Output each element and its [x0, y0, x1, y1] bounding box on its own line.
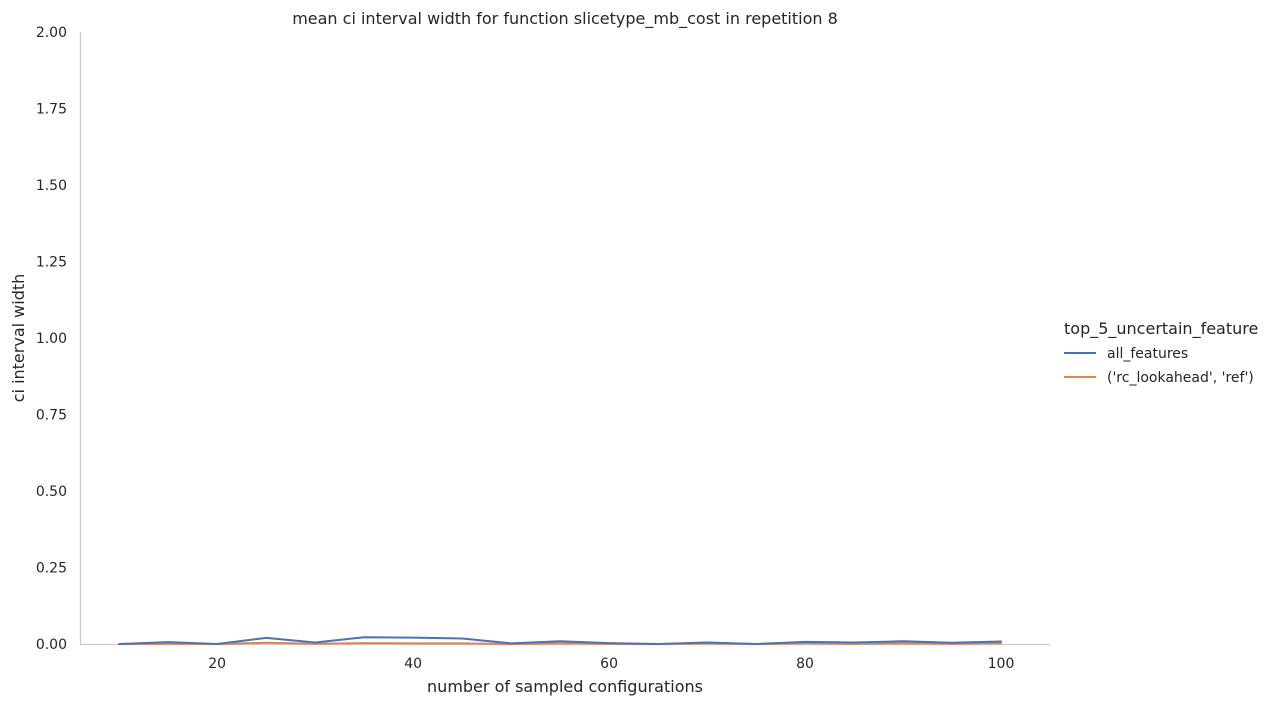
- x-tick-label: 80: [796, 656, 814, 672]
- y-tick-label: 0.75: [36, 408, 67, 424]
- x-tick-label: 40: [404, 656, 422, 672]
- series-layer: [118, 636, 1003, 645]
- legend-label-1: ('rc_lookahead', 'ref'): [1107, 370, 1254, 386]
- y-tick-label: 1.00: [36, 331, 67, 347]
- series-line-1: [118, 641, 1003, 645]
- legend-label-0: all_features: [1107, 346, 1188, 362]
- x-ticks: 20 40 60 80 100: [208, 656, 1014, 672]
- x-tick-label: 60: [600, 656, 618, 672]
- axes: [79, 32, 1050, 646]
- y-ticks: 0.00 0.25 0.50 0.75 1.00 1.25 1.50 1.75 2.00: [36, 25, 67, 653]
- y-tick-label: 0.50: [36, 484, 67, 500]
- legend-title: top_5_uncertain_feature: [1064, 319, 1258, 339]
- chart-title: mean ci interval width for function slic…: [292, 9, 838, 29]
- y-axis-label: ci interval width: [9, 274, 28, 403]
- series-line-0: [118, 636, 1003, 645]
- y-tick-label: 2.00: [36, 25, 67, 41]
- y-tick-label: 1.75: [36, 102, 67, 118]
- y-tick-label: 1.25: [36, 255, 67, 271]
- y-tick-label: 0.25: [36, 561, 67, 577]
- legend-items: all_features ('rc_lookahead', 'ref'): [1064, 346, 1254, 386]
- legend: top_5_uncertain_feature all_features ('rc…: [1064, 319, 1258, 386]
- y-tick-label: 1.50: [36, 178, 67, 194]
- y-tick-label: 0.00: [36, 637, 67, 653]
- x-axis-label: number of sampled configurations: [427, 677, 703, 696]
- x-tick-label: 100: [988, 656, 1015, 672]
- x-tick-label: 20: [208, 656, 226, 672]
